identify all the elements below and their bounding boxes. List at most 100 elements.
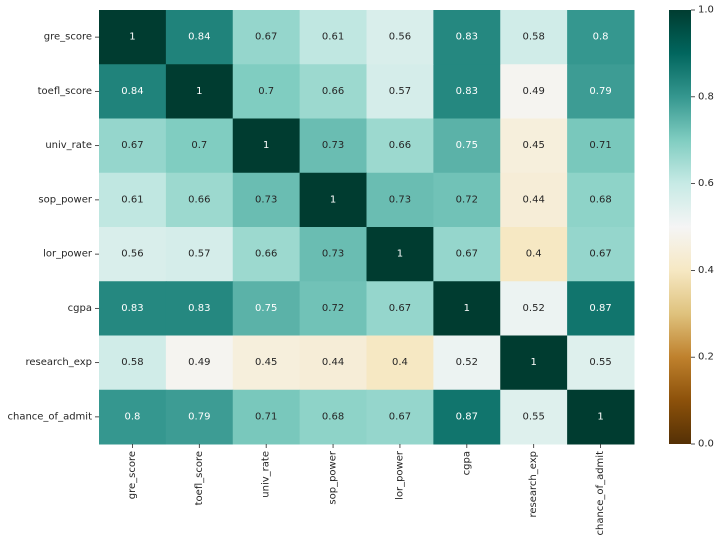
cell-value-label: 0.87 bbox=[456, 411, 478, 422]
heatmap-cell bbox=[232, 172, 301, 228]
cell-value-label: 0.67 bbox=[589, 249, 611, 260]
heatmap-cell bbox=[299, 118, 367, 174]
row-label: chance_of_admit bbox=[7, 411, 92, 422]
cell-value-label: 0.73 bbox=[322, 140, 344, 151]
colorbar-tick-label: 0.0 bbox=[698, 439, 714, 450]
heatmap-cell bbox=[567, 335, 635, 391]
heatmap-cell bbox=[366, 118, 434, 174]
cell-value-label: 0.58 bbox=[121, 357, 143, 368]
row-labels: gre_score toefl_score univ_rate sop_powerlo… bbox=[7, 32, 99, 422]
heatmap-cell bbox=[99, 64, 167, 119]
heatmap-cell bbox=[567, 64, 635, 119]
heatmap-cell bbox=[99, 227, 167, 282]
cell-value-label: 0.58 bbox=[523, 32, 545, 43]
heatmap-cell bbox=[500, 118, 568, 174]
heatmap-cell bbox=[165, 172, 234, 228]
cell-value-label: 1 bbox=[196, 86, 202, 97]
heatmap-cell bbox=[165, 64, 234, 119]
cell-value-label: 0.72 bbox=[322, 303, 344, 314]
heatmap-cell bbox=[433, 335, 501, 391]
cell-value-label: 0.66 bbox=[188, 194, 210, 205]
heatmap-cell bbox=[232, 118, 301, 174]
cell-value-label: 0.73 bbox=[322, 249, 344, 260]
heatmap-cell bbox=[567, 172, 635, 228]
heatmap-cell bbox=[567, 281, 635, 336]
cell-value-label: 0.68 bbox=[589, 194, 611, 205]
cell-value-label: 0.83 bbox=[456, 32, 478, 43]
heatmap-cell bbox=[165, 10, 234, 65]
cell-value-label: 0.84 bbox=[188, 32, 210, 43]
column-label: sop_power bbox=[328, 450, 339, 504]
cell-value-label: 0.67 bbox=[389, 411, 411, 422]
cell-value-label: 1 bbox=[129, 32, 135, 43]
row-label: lor_power bbox=[43, 249, 93, 260]
cell-value-label: 0.67 bbox=[389, 303, 411, 314]
heatmap-cell bbox=[500, 227, 568, 282]
cell-value-label: 0.56 bbox=[121, 249, 143, 260]
cell-value-label: 0.67 bbox=[121, 140, 143, 151]
heatmap-cell bbox=[299, 172, 367, 228]
heatmap-cell bbox=[232, 10, 301, 65]
cell-value-label: 0.75 bbox=[255, 303, 277, 314]
colorbar-tick-label: 0.2 bbox=[698, 352, 714, 363]
heatmap-cell bbox=[567, 227, 635, 282]
cell-value-label: 0.68 bbox=[322, 411, 344, 422]
colorbar-tick-label: 1.0 bbox=[698, 5, 714, 16]
heatmap-cell bbox=[366, 389, 434, 445]
heatmap-cell bbox=[500, 64, 568, 119]
column-label: research_exp bbox=[528, 451, 539, 518]
heatmap-cell bbox=[567, 10, 635, 65]
column-label: lor_power bbox=[394, 450, 405, 500]
cell-value-label: 0.66 bbox=[322, 86, 344, 97]
heatmap-cell bbox=[99, 172, 167, 228]
cell-value-label: 0.7 bbox=[191, 140, 207, 151]
heatmap-cell bbox=[299, 281, 367, 336]
heatmap-cell bbox=[165, 281, 234, 336]
heatmap-cell bbox=[232, 389, 301, 445]
heatmap-cell bbox=[165, 335, 234, 391]
heatmap-cell bbox=[99, 281, 167, 336]
heatmap-cell bbox=[232, 281, 301, 336]
cell-value-label: 0.4 bbox=[526, 249, 542, 260]
heatmap-cell bbox=[567, 389, 635, 445]
heatmap-cell bbox=[366, 227, 434, 282]
column-labels: gre_score toefl_score univ_rate sop_power lo… bbox=[127, 444, 606, 536]
heatmap-cells: 1 0.84 0.67 0.61 0.56 0.83 0.58 0.8 0.84 1 0.7 0.66… bbox=[99, 10, 635, 445]
heatmap-cell bbox=[500, 10, 568, 65]
cell-value-label: 0.49 bbox=[188, 357, 210, 368]
colorbar-tick-label: 0.8 bbox=[698, 91, 714, 102]
cell-value-label: 0.83 bbox=[456, 86, 478, 97]
cell-value-label: 0.45 bbox=[523, 140, 545, 151]
heatmap-cell bbox=[366, 281, 434, 336]
column-label: cgpa bbox=[461, 451, 472, 475]
cell-value-label: 1 bbox=[597, 411, 603, 422]
cell-value-label: 0.52 bbox=[456, 357, 478, 368]
colorbar-ticks: 0.0 0.2 0.4 0.6 0.8 1.0 bbox=[691, 5, 714, 450]
heatmap-cell bbox=[433, 281, 501, 336]
column-label: univ_rate bbox=[261, 451, 272, 498]
cell-value-label: 0.75 bbox=[456, 140, 478, 151]
heatmap-cell bbox=[232, 227, 301, 282]
colorbar-tick-label: 0.4 bbox=[698, 265, 714, 276]
heatmap-cell bbox=[299, 335, 367, 391]
row-label: sop_power bbox=[38, 194, 92, 205]
heatmap-cell bbox=[99, 118, 167, 174]
row-label: research_exp bbox=[25, 357, 92, 368]
cell-value-label: 0.8 bbox=[593, 32, 609, 43]
cell-value-label: 0.83 bbox=[121, 303, 143, 314]
cell-value-label: 0.66 bbox=[255, 249, 277, 260]
cell-value-label: 0.71 bbox=[589, 140, 611, 151]
cell-value-label: 0.7 bbox=[258, 86, 274, 97]
colorbar-tick-label: 0.6 bbox=[698, 178, 714, 189]
heatmap-cell bbox=[99, 10, 167, 65]
row-label: toefl_score bbox=[38, 86, 92, 97]
heatmap-cell bbox=[366, 64, 434, 119]
cell-value-label: 0.67 bbox=[255, 32, 277, 43]
cell-value-label: 0.73 bbox=[389, 194, 411, 205]
heatmap-cell bbox=[232, 64, 301, 119]
cell-value-label: 0.57 bbox=[389, 86, 411, 97]
heatmap-cell bbox=[500, 281, 568, 336]
heatmap-cell bbox=[500, 389, 568, 445]
heatmap-cell bbox=[366, 172, 434, 228]
